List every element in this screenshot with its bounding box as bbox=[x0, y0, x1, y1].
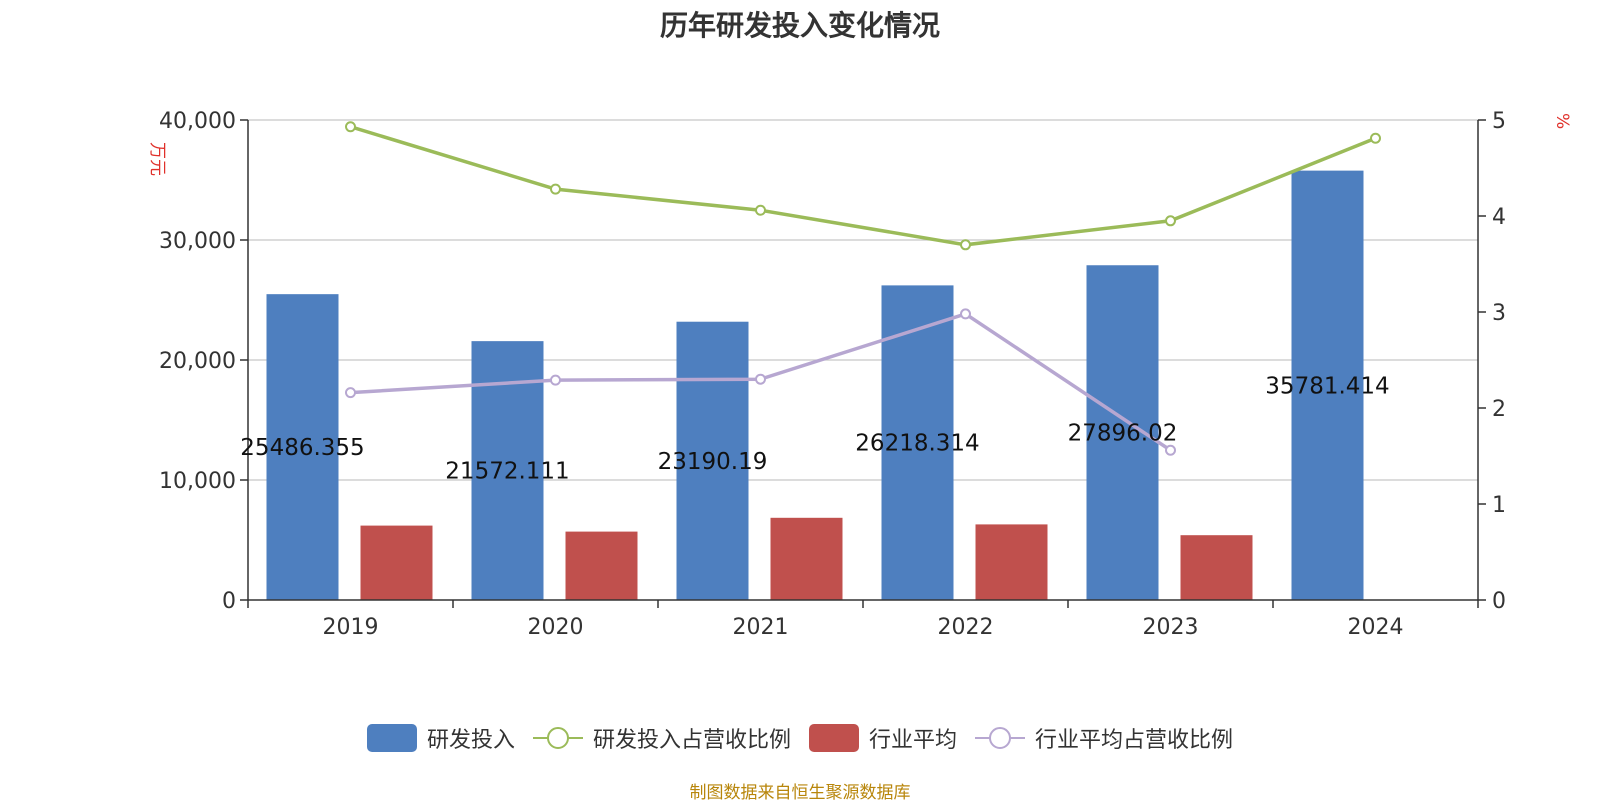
grid-lines bbox=[248, 119, 1478, 481]
right-tick-label-1: 1 bbox=[1492, 493, 1506, 518]
point-rd-ratio-2022 bbox=[960, 239, 971, 251]
bar-series bbox=[266, 170, 1364, 600]
right-tick-label-4: 4 bbox=[1492, 205, 1506, 230]
axes: 0 10,000 20,000 30,000 40,000 0 1 2 3 4 5 2019 2020 2… bbox=[159, 109, 1506, 640]
right-tick-label-0: 0 bbox=[1492, 589, 1506, 614]
legend-item-rd[interactable]: 研发投入 bbox=[366, 722, 515, 754]
line-rd-ratio bbox=[349, 125, 1377, 247]
data-label-rd-2020: 21572.111 bbox=[445, 459, 569, 485]
legend-label-rd-ratio: 研发投入占营收比例 bbox=[592, 728, 791, 753]
data-label-rd-2023: 27896.02 bbox=[1068, 421, 1178, 447]
point-industry-ratio-2023 bbox=[1165, 444, 1176, 456]
legend-label-rd: 研发投入 bbox=[426, 728, 515, 753]
line-series bbox=[345, 121, 1381, 456]
point-industry-ratio-2020 bbox=[550, 374, 561, 386]
data-source-note: 制图数据来自恒生聚源数据库 bbox=[689, 783, 911, 803]
point-rd-ratio-2020 bbox=[550, 183, 561, 195]
point-rd-ratio-2019 bbox=[345, 121, 356, 133]
right-tick-label-2: 2 bbox=[1492, 397, 1506, 422]
x-tick-label-2019: 2019 bbox=[323, 615, 379, 640]
point-rd-ratio-2024 bbox=[1370, 132, 1381, 144]
point-rd-ratio-2023 bbox=[1165, 215, 1176, 227]
legend-swatch-rd-icon bbox=[366, 724, 417, 752]
chart-title: 历年研发投入变化情况 bbox=[659, 9, 940, 42]
point-industry-ratio-2019 bbox=[345, 387, 356, 399]
bar-industry-2020 bbox=[565, 531, 638, 600]
bar-rd-2021 bbox=[676, 321, 749, 600]
data-label-rd-2021: 23190.19 bbox=[658, 449, 768, 475]
x-tick-label-2023: 2023 bbox=[1143, 615, 1199, 640]
legend-label-industry: 行业平均 bbox=[869, 728, 958, 753]
left-tick-label-0: 0 bbox=[222, 589, 236, 614]
legend-swatch-rd-ratio-icon bbox=[532, 727, 583, 749]
point-rd-ratio-2021 bbox=[755, 204, 766, 216]
point-industry-ratio-2021 bbox=[755, 373, 766, 385]
legend-item-rd-ratio[interactable]: 研发投入占营收比例 bbox=[532, 722, 791, 754]
x-tick-label-2022: 2022 bbox=[938, 615, 994, 640]
bar-industry-2023 bbox=[1180, 535, 1253, 600]
left-axis-unit: 万元 bbox=[147, 142, 167, 176]
legend-item-industry[interactable]: 行业平均 bbox=[809, 722, 957, 754]
bar-industry-2022 bbox=[975, 524, 1048, 600]
bar-rd-2024 bbox=[1291, 170, 1364, 600]
data-labels: 25486.355 21572.111 23190.19 26218.314 27896… bbox=[240, 373, 1389, 484]
legend-swatch-industry-icon bbox=[809, 724, 859, 752]
right-tick-label-5: 5 bbox=[1492, 109, 1506, 134]
legend-swatch-industry-ratio-icon bbox=[975, 727, 1026, 749]
x-tick-label-2020: 2020 bbox=[528, 615, 584, 640]
left-tick-label-1: 10,000 bbox=[159, 469, 236, 494]
left-tick-label-4: 40,000 bbox=[159, 109, 236, 134]
legend-item-industry-ratio[interactable]: 行业平均占营收比例 bbox=[975, 722, 1233, 754]
point-industry-ratio-2022 bbox=[960, 308, 971, 320]
bar-industry-2019 bbox=[360, 525, 433, 600]
data-label-rd-2019: 25486.355 bbox=[240, 435, 364, 461]
right-axis-unit: % bbox=[1552, 113, 1572, 130]
right-tick-label-3: 3 bbox=[1492, 301, 1506, 326]
data-label-rd-2022: 26218.314 bbox=[855, 431, 979, 457]
left-tick-label-2: 20,000 bbox=[159, 349, 236, 374]
legend-label-industry-ratio: 行业平均占营收比例 bbox=[1035, 728, 1234, 753]
left-tick-label-3: 30,000 bbox=[159, 229, 236, 254]
bar-industry-2021 bbox=[770, 517, 843, 600]
data-label-rd-2024: 35781.414 bbox=[1265, 373, 1389, 399]
legend: 研发投入 研发投入占营收比例 行业平均 行业平均占营收比例 bbox=[0, 722, 1600, 754]
x-tick-label-2024: 2024 bbox=[1348, 615, 1404, 640]
x-tick-label-2021: 2021 bbox=[733, 615, 789, 640]
bar-rd-2019 bbox=[266, 294, 339, 600]
